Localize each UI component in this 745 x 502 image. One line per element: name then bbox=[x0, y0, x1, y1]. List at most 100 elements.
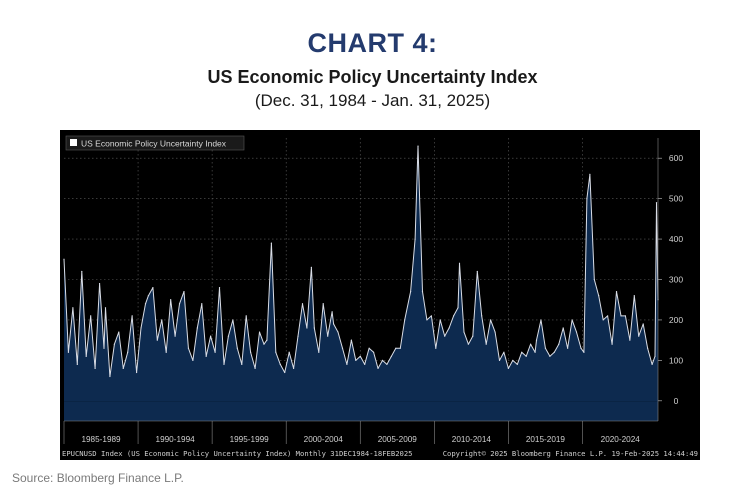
data-point bbox=[306, 327, 308, 329]
data-point bbox=[122, 367, 124, 370]
data-point bbox=[463, 331, 465, 333]
x-period-label: 2015-2019 bbox=[526, 435, 566, 444]
data-point bbox=[288, 351, 290, 353]
chart-svg: 0 100 200 300 400 500 600 1985-1989 1990-1994 199… bbox=[62, 135, 698, 458]
data-point bbox=[615, 291, 618, 293]
data-point bbox=[562, 327, 564, 329]
data-point bbox=[426, 319, 428, 321]
data-point bbox=[341, 347, 344, 349]
data-point bbox=[476, 270, 478, 273]
data-point bbox=[67, 351, 70, 353]
data-point bbox=[629, 339, 631, 341]
data-point bbox=[161, 319, 163, 321]
data-point bbox=[607, 315, 609, 317]
data-point bbox=[364, 363, 366, 365]
data-point bbox=[118, 331, 120, 333]
y-tick-label: 200 bbox=[669, 315, 683, 325]
data-point bbox=[187, 347, 190, 349]
data-point bbox=[201, 303, 203, 305]
y-tick-label: 300 bbox=[669, 275, 683, 285]
data-point bbox=[156, 339, 158, 341]
data-point bbox=[381, 359, 384, 361]
data-point bbox=[258, 331, 261, 333]
data-point bbox=[359, 355, 361, 357]
data-point bbox=[655, 202, 658, 204]
axis-layer: 0 100 200 300 400 500 600 1985-1989 1990-1994 199… bbox=[63, 138, 683, 444]
data-point bbox=[503, 351, 505, 353]
data-point bbox=[535, 339, 538, 341]
bloomberg-info-left: EPUCNUSD Index (US Economic Policy Uncer… bbox=[62, 449, 413, 458]
data-point bbox=[521, 351, 523, 353]
series-area-base bbox=[64, 401, 658, 421]
data-point bbox=[399, 347, 401, 349]
data-point bbox=[355, 359, 357, 361]
data-point bbox=[327, 335, 329, 337]
data-point bbox=[241, 363, 243, 365]
data-point bbox=[580, 347, 582, 349]
data-point bbox=[210, 335, 212, 337]
y-tick-label: 400 bbox=[669, 234, 683, 244]
data-point bbox=[372, 351, 375, 353]
data-point bbox=[390, 355, 392, 357]
data-point bbox=[263, 343, 265, 345]
data-point bbox=[135, 371, 138, 374]
data-point bbox=[654, 355, 656, 357]
data-point bbox=[270, 242, 272, 244]
data-point bbox=[236, 347, 238, 349]
data-point bbox=[417, 145, 419, 147]
data-point bbox=[293, 367, 295, 370]
y-tick-label: 500 bbox=[669, 194, 683, 204]
data-point bbox=[205, 355, 207, 357]
y-tick-label: 100 bbox=[669, 355, 683, 365]
data-point bbox=[147, 295, 150, 297]
data-point bbox=[127, 351, 129, 353]
data-point bbox=[72, 307, 74, 309]
data-point bbox=[250, 351, 252, 353]
data-point bbox=[512, 359, 514, 361]
data-point bbox=[178, 303, 181, 305]
data-point bbox=[90, 315, 92, 317]
data-point bbox=[386, 363, 388, 365]
data-point bbox=[593, 278, 595, 281]
series-area bbox=[64, 146, 658, 402]
legend-box bbox=[65, 135, 245, 151]
data-point bbox=[63, 258, 65, 260]
data-point bbox=[633, 295, 635, 297]
data-point bbox=[620, 315, 622, 317]
chart-title: CHART 4: bbox=[307, 28, 438, 58]
legend: US Economic Policy Uncertainty Index bbox=[65, 135, 245, 151]
data-point bbox=[540, 319, 542, 321]
data-point bbox=[218, 286, 221, 289]
data-point bbox=[507, 367, 509, 370]
data-point bbox=[76, 363, 78, 365]
data-point bbox=[567, 347, 569, 349]
data-point bbox=[85, 355, 87, 357]
chart-subtitle: US Economic Policy Uncertainty Index bbox=[207, 67, 538, 87]
data-point bbox=[638, 335, 640, 337]
x-period-label: 2020-2024 bbox=[601, 435, 641, 444]
data-point bbox=[439, 319, 441, 321]
data-point bbox=[94, 367, 96, 370]
data-point bbox=[589, 173, 591, 175]
bloomberg-info-right: Copyright© 2025 Bloomberg Finance L.P. 1… bbox=[443, 449, 698, 458]
data-point bbox=[254, 367, 256, 370]
data-point bbox=[549, 355, 551, 357]
data-point bbox=[301, 303, 304, 305]
data-point bbox=[421, 291, 424, 293]
data-point bbox=[183, 291, 185, 293]
data-point bbox=[485, 343, 487, 345]
source-note: Source: Bloomberg Finance L.P. bbox=[12, 471, 184, 485]
data-point bbox=[346, 363, 348, 365]
data-point bbox=[266, 339, 268, 341]
data-point bbox=[435, 347, 437, 349]
data-point bbox=[170, 299, 172, 301]
data-point bbox=[525, 355, 527, 357]
data-point bbox=[571, 319, 573, 321]
data-point bbox=[337, 331, 339, 333]
data-point bbox=[410, 291, 412, 293]
data-point bbox=[275, 351, 277, 353]
data-point bbox=[575, 331, 578, 333]
data-point bbox=[313, 327, 315, 329]
data-point bbox=[232, 319, 234, 321]
data-point bbox=[140, 327, 142, 329]
